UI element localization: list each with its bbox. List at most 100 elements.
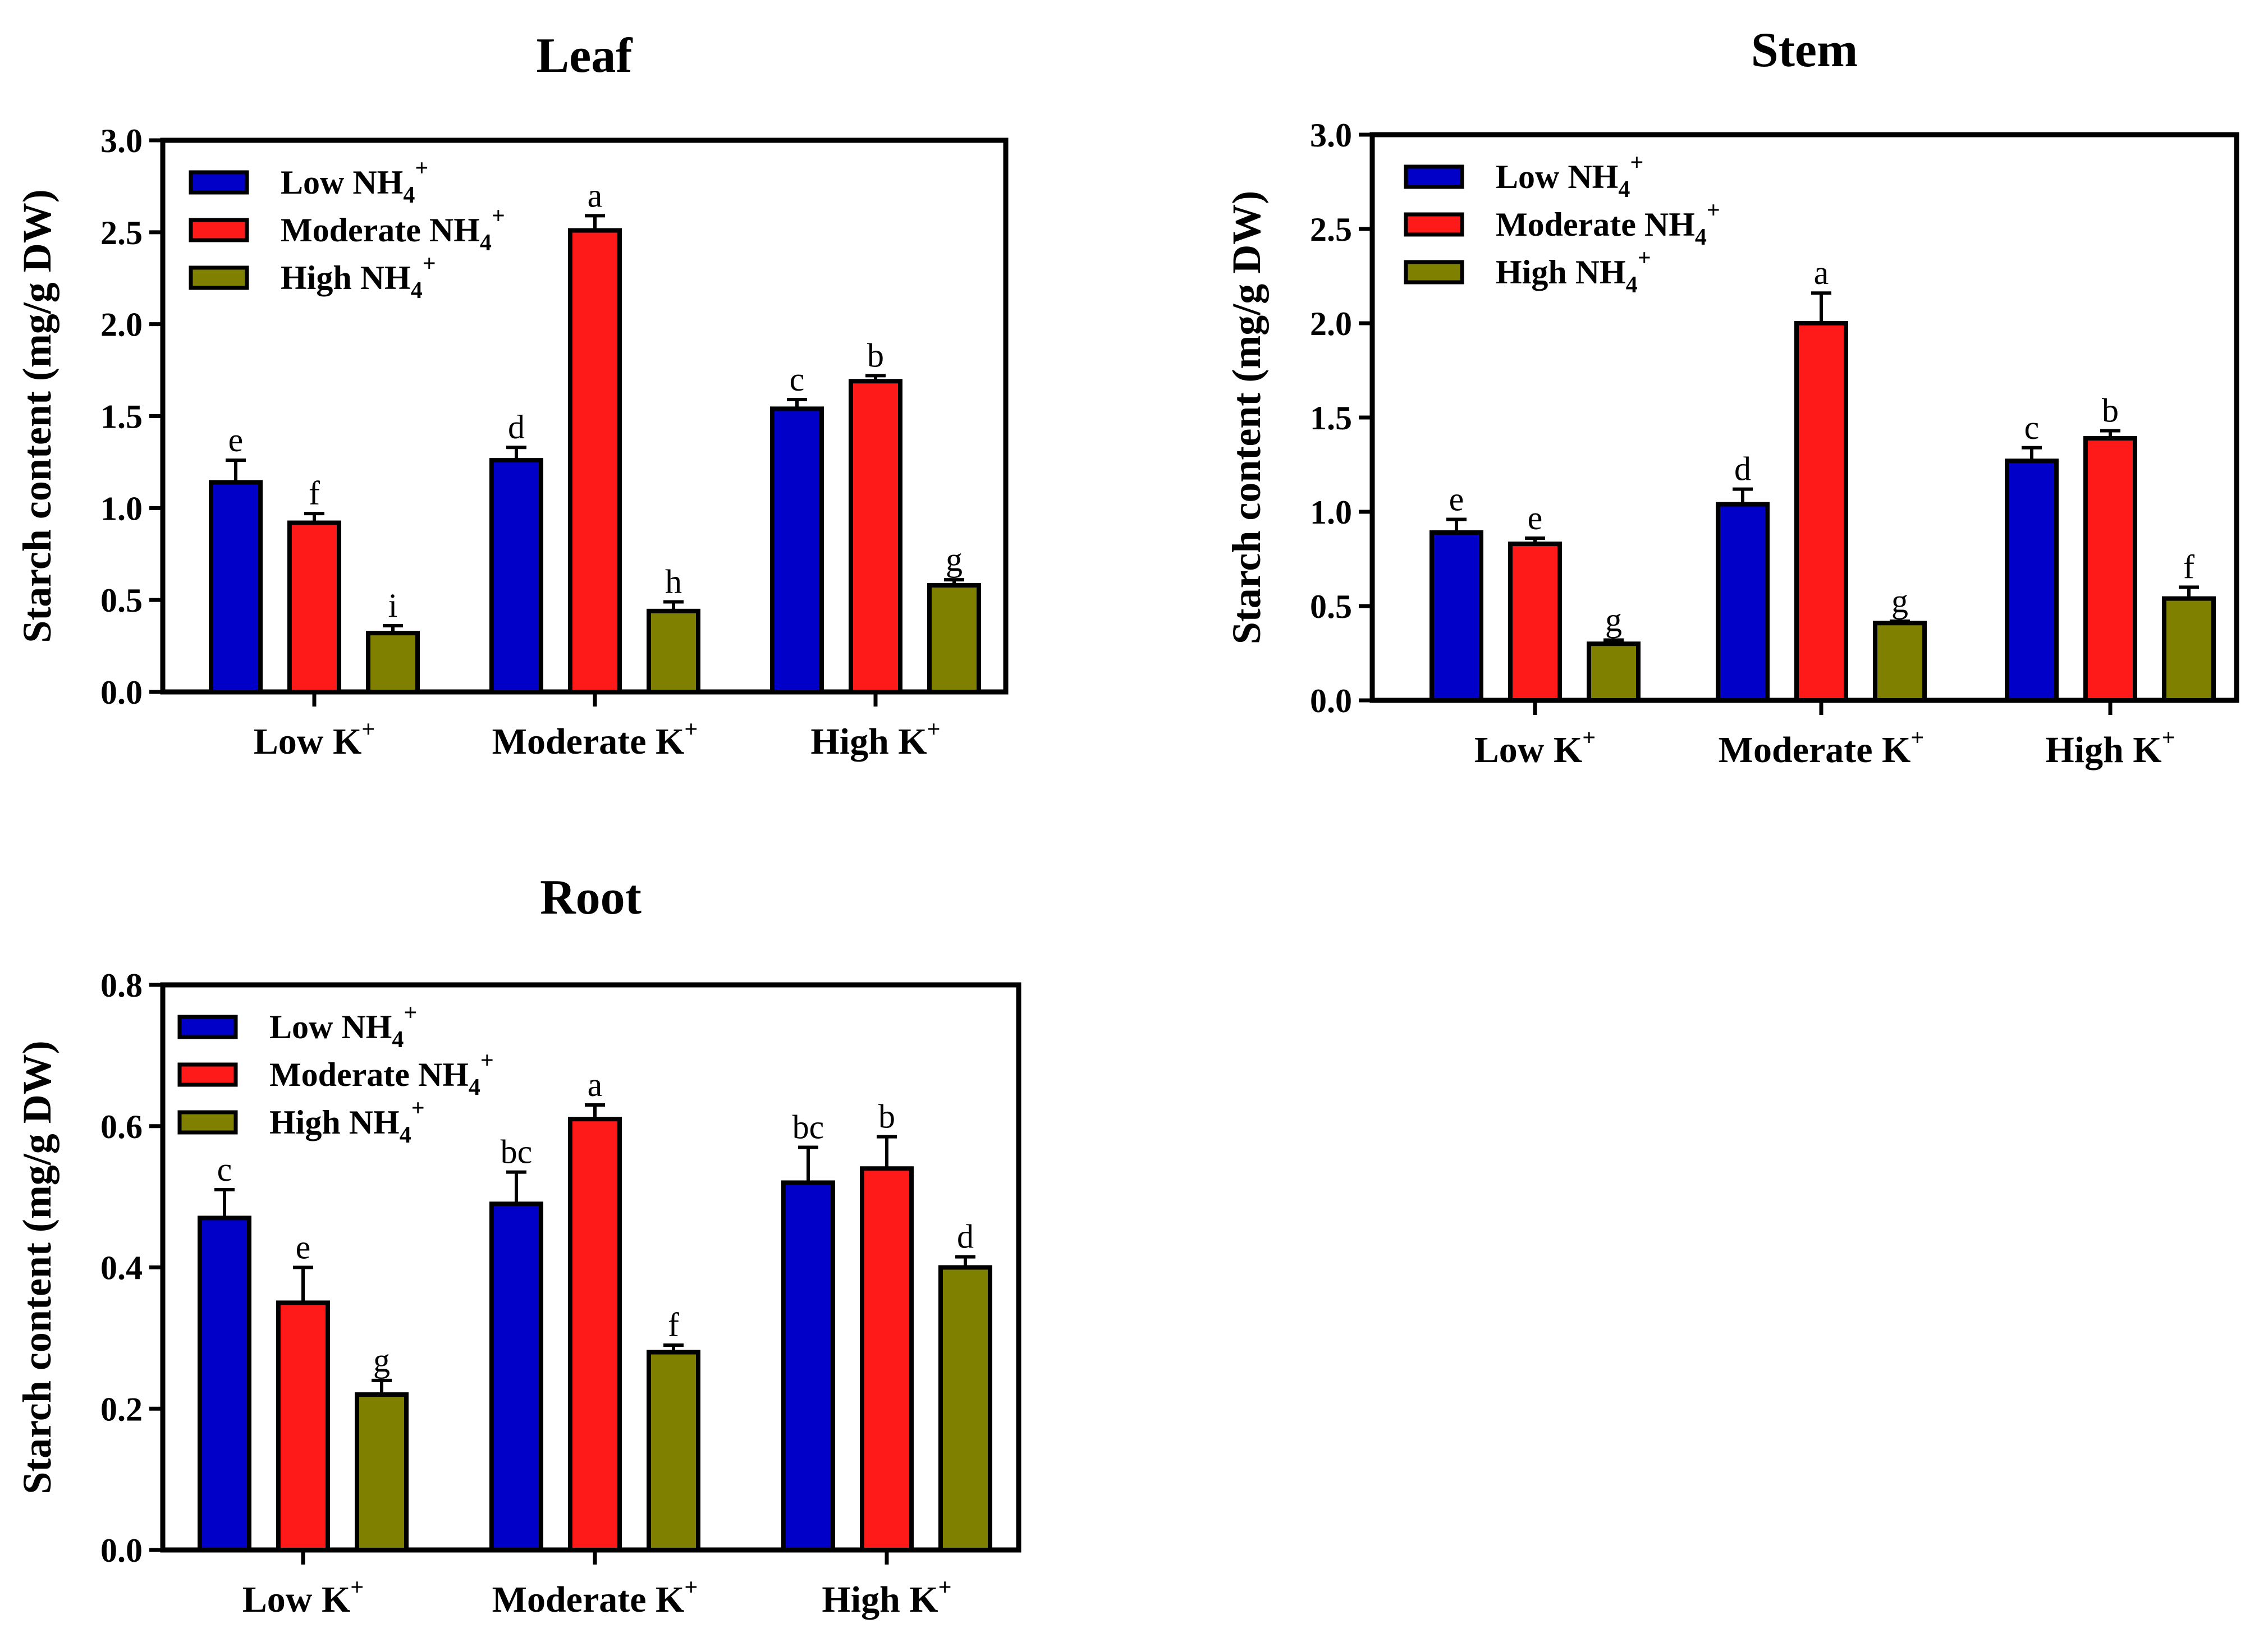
legend-text: High NH [1496, 254, 1626, 291]
x-tick-label: Moderate K+ [1719, 725, 1925, 770]
x-tick-text: Low K [1474, 730, 1583, 770]
x-tick-superscript: + [938, 1575, 952, 1600]
significance-label: f [309, 475, 320, 512]
chart-panel-stem: Stem Starch content (mg/g DW) 0.0 0.5 1.0 1.5… [1224, 23, 2239, 770]
legend-superscript: + [1638, 245, 1651, 271]
legend-subscript: 4 [469, 1075, 480, 1100]
legend-swatch-high [177, 1110, 238, 1135]
x-tick-text: Moderate K [492, 721, 685, 762]
bar-low [489, 458, 543, 694]
bar-low [209, 480, 263, 695]
legend-superscript: + [480, 1048, 494, 1074]
legend-swatch-moderate [177, 1062, 238, 1087]
y-axis-label: Starch content (mg/g DW) [15, 1040, 59, 1494]
significance-label: b [867, 337, 884, 374]
legend-superscript: + [411, 1095, 425, 1121]
x-tick-label: High K+ [822, 1575, 951, 1620]
legend-swatch-low [189, 170, 249, 195]
legend-label: High NH4+ [281, 251, 436, 304]
significance-label: a [588, 177, 603, 214]
x-tick-label: High K+ [2045, 725, 2175, 770]
legend-text: High NH [269, 1104, 400, 1141]
legend-label: Moderate NH4+ [1496, 198, 1720, 250]
legend-text: Low NH [281, 164, 403, 201]
x-tick-superscript: + [1910, 725, 1924, 751]
bar-moderate [287, 520, 341, 695]
y-tick-label: 3.0 [100, 122, 143, 159]
significance-label: a [1814, 254, 1829, 291]
legend-superscript: + [1707, 198, 1720, 223]
x-tick-text: High K [2045, 730, 2161, 770]
legend-label: Low NH4+ [1496, 150, 1643, 203]
y-tick-label: 0.2 [100, 1391, 143, 1428]
legend-swatch-moderate [1404, 212, 1464, 237]
significance-label: e [296, 1229, 311, 1266]
significance-label: c [790, 361, 805, 398]
significance-label: bc [792, 1109, 824, 1146]
bar-high [647, 1350, 700, 1553]
significance-label: h [665, 563, 682, 600]
legend-label: High NH4+ [1496, 245, 1651, 298]
bar-low [781, 1180, 835, 1552]
legend-text: Low NH [269, 1008, 392, 1045]
bar-moderate [2083, 435, 2137, 703]
legend-subscript: 4 [411, 278, 423, 304]
bar-low [1429, 530, 1483, 703]
significance-label: g [1891, 583, 1908, 620]
significance-label: c [2024, 409, 2040, 446]
x-tick-text: High K [810, 721, 927, 762]
bar-low [2005, 458, 2059, 703]
legend-subscript: 4 [1626, 272, 1638, 298]
legend-swatch-moderate [189, 218, 249, 242]
legend-label: High NH4+ [269, 1095, 425, 1148]
significance-label: d [1734, 451, 1751, 488]
bar-moderate [860, 1166, 914, 1552]
legend-subscript: 4 [480, 230, 492, 256]
x-tick-text: High K [822, 1579, 938, 1620]
y-tick-label: 2.0 [100, 306, 143, 343]
significance-label: i [388, 587, 398, 624]
bar-high [647, 608, 700, 694]
chart-panel-leaf: Leaf Starch content (mg/g DW) 0.0 0.5 1.0 1.5… [15, 29, 1009, 762]
bar-low [1716, 502, 1770, 703]
legend-superscript: + [404, 1000, 417, 1026]
y-tick-label: 1.0 [1310, 494, 1352, 531]
bar-high [366, 631, 420, 694]
x-tick-text: Low K [242, 1579, 351, 1620]
legend-label: Moderate NH4+ [269, 1048, 494, 1100]
x-tick-label: Moderate K+ [492, 717, 698, 762]
x-tick-text: Low K [254, 721, 362, 762]
x-tick-text: Moderate K [492, 1579, 685, 1620]
significance-label: bc [501, 1134, 533, 1171]
legend-swatch-high [1404, 260, 1464, 285]
chart-title: Leaf [536, 29, 633, 83]
x-tick-label: Moderate K+ [492, 1575, 698, 1620]
chart-panel-root: Root Starch content (mg/g DW) 0.0 0.2 0.4 0.6… [15, 870, 1021, 1620]
legend-swatch-high [189, 265, 249, 290]
y-tick-label: 0.0 [100, 674, 143, 711]
significance-label: c [217, 1151, 232, 1188]
chart-title: Root [540, 870, 642, 925]
x-tick-superscript: + [350, 1575, 364, 1600]
legend-text: Moderate NH [281, 212, 480, 249]
legend-label: Low NH4+ [269, 1000, 417, 1053]
legend-label: Moderate NH4+ [281, 203, 505, 256]
significance-label: d [508, 409, 525, 446]
x-tick-superscript: + [684, 717, 698, 742]
significance-label: e [228, 421, 244, 458]
y-tick-label: 0.5 [1310, 588, 1352, 625]
x-tick-superscript: + [1582, 725, 1596, 751]
y-axis-label: Starch content (mg/g DW) [15, 189, 59, 643]
legend-subscript: 4 [400, 1122, 411, 1148]
y-tick-label: 0.6 [100, 1108, 143, 1145]
chart-title: Stem [1751, 23, 1858, 77]
legend-text: Moderate NH [1496, 206, 1695, 243]
bar-low [198, 1216, 251, 1552]
x-tick-label: High K+ [810, 717, 940, 762]
y-tick-label: 2.5 [100, 214, 143, 251]
bar-low [770, 406, 824, 694]
x-tick-label: Low K+ [1474, 725, 1596, 770]
significance-label: f [668, 1306, 679, 1343]
legend-text: High NH [281, 259, 411, 296]
